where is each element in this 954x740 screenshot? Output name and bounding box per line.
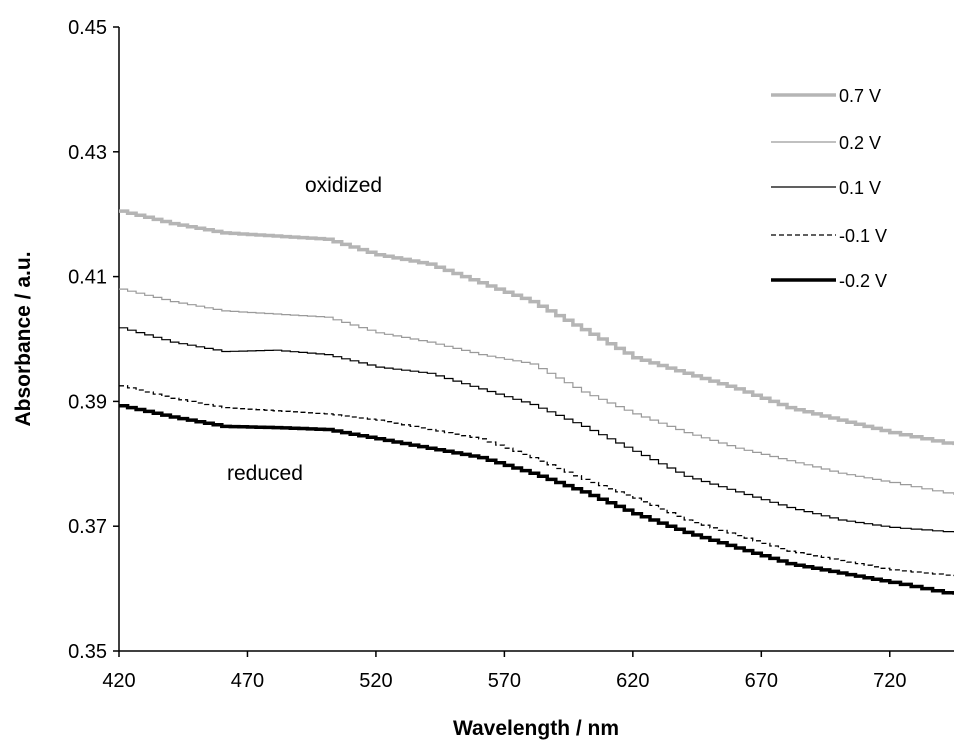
series-line-2	[119, 327, 954, 533]
legend-label: 0.2 V	[839, 133, 881, 153]
legend-label: -0.2 V	[839, 271, 887, 291]
legend-label: 0.7 V	[839, 86, 881, 106]
y-tick-label: 0.37	[68, 516, 107, 538]
y-tick-label: 0.35	[68, 641, 107, 663]
y-tick-label: 0.41	[68, 267, 107, 289]
x-tick-label: 620	[616, 670, 649, 692]
series-group	[119, 209, 954, 595]
series-line-1	[119, 288, 954, 495]
y-tick-label: 0.39	[68, 391, 107, 413]
x-tick-label: 670	[745, 670, 778, 692]
annotation-oxidized: oxidized	[305, 174, 382, 197]
y-tick-label: 0.43	[68, 142, 107, 164]
legend: 0.7 V 0.2 V 0.1 V -0.1 V -0.2 V	[771, 86, 887, 291]
x-axis-title: Wavelength / nm	[453, 717, 619, 740]
x-tick-label: 720	[873, 670, 906, 692]
x-tick-label: 570	[488, 670, 521, 692]
series-line-3	[119, 385, 954, 577]
y-axis-title: Absorbance / a.u.	[12, 251, 35, 426]
x-tick-label: 420	[102, 670, 135, 692]
axes: 0.35 0.37 0.39 0.41 0.43 0.45 420 470 520 570 620 6…	[68, 17, 954, 692]
legend-label: -0.1 V	[839, 226, 887, 246]
annotation-reduced: reduced	[227, 462, 303, 485]
series-line-0	[119, 209, 954, 446]
legend-label: 0.1 V	[839, 178, 881, 198]
x-tick-label: 470	[231, 670, 264, 692]
y-tick-label: 0.45	[68, 17, 107, 39]
series-line-4	[119, 404, 954, 595]
x-tick-label: 520	[359, 670, 392, 692]
